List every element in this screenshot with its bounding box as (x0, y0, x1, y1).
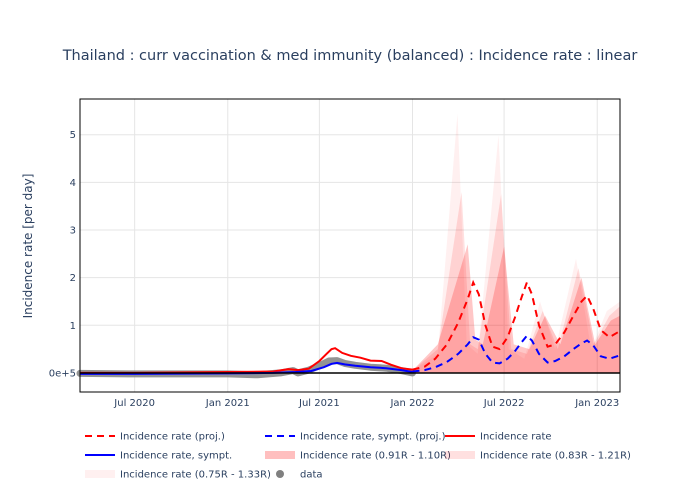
y-tick-label: 3 (70, 226, 76, 237)
x-tick-label: Jan 2022 (389, 398, 434, 409)
x-tick-label: Jul 2021 (298, 398, 340, 409)
y-tick-label: 2 (70, 273, 76, 284)
legend-item[interactable]: Incidence rate (0.75R - 1.33R) (85, 470, 271, 481)
legend-label: Incidence rate (0.83R - 1.21R) (480, 451, 631, 462)
y-axis-ticks: 0e+5 1 2 3 4 5 (49, 130, 76, 379)
legend-label: Incidence rate (0.91R - 1.10R) (300, 451, 451, 462)
y-tick-label: 4 (70, 178, 76, 189)
legend-label: Incidence rate (0.75R - 1.33R) (120, 470, 271, 481)
x-tick-label: Jan 2023 (574, 398, 619, 409)
y-tick-label: 0e+5 (49, 368, 76, 379)
legend-item[interactable]: Incidence rate, sympt. (proj.) (265, 432, 446, 443)
y-tick-label: 5 (70, 130, 76, 141)
plot-frame (79, 98, 621, 393)
y-tick-label: 1 (70, 321, 76, 332)
legend-item[interactable]: Incidence rate, sympt. (85, 451, 232, 462)
chart-title: Thailand : curr vaccination & med immuni… (62, 48, 638, 64)
series-line (412, 334, 621, 373)
legend-label: Incidence rate, sympt. (proj.) (300, 432, 446, 443)
legend-item[interactable]: Incidence rate (0.83R - 1.21R) (445, 451, 631, 462)
legend[interactable]: Incidence rate (proj.) Incidence rate, sy… (85, 432, 631, 481)
legend-label: Incidence rate, sympt. (120, 451, 232, 462)
x-axis-ticks: Jul 2020 Jan 2021 Jul 2021 Jan 2022 Jul 2022… (113, 398, 619, 409)
legend-swatch (445, 451, 475, 459)
y-axis-label: Incidence rate [per day] (21, 174, 35, 319)
x-tick-label: Jan 2021 (205, 398, 250, 409)
legend-item[interactable]: Incidence rate (0.91R - 1.10R) (265, 451, 451, 462)
grid (80, 99, 620, 392)
legend-item[interactable]: Incidence rate (445, 432, 552, 443)
legend-label: Incidence rate (proj.) (120, 432, 225, 443)
legend-item[interactable]: Incidence rate (proj.) (85, 432, 225, 443)
legend-label: Incidence rate (480, 432, 552, 443)
legend-swatch (276, 470, 284, 478)
x-tick-label: Jul 2022 (483, 398, 525, 409)
legend-item[interactable]: data (276, 470, 323, 481)
series-line (80, 347, 413, 374)
legend-swatch (265, 451, 295, 459)
legend-label: data (300, 470, 323, 481)
band-area (412, 191, 620, 373)
band-area (412, 244, 620, 373)
series-line (412, 279, 621, 371)
x-tick-label: Jul 2020 (113, 398, 155, 409)
legend-swatch (85, 470, 115, 478)
